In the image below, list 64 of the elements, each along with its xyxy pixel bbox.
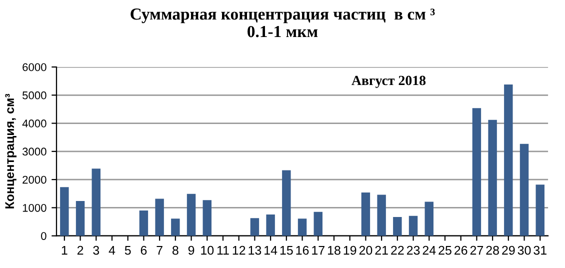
x-tick-label: 8	[172, 246, 178, 255]
bar	[92, 168, 100, 236]
annotation: Август 2018	[352, 76, 426, 88]
bar	[202, 200, 212, 236]
x-tick-label: 14	[264, 246, 278, 255]
y-tick-label: 2000	[22, 176, 46, 184]
x-tick-label: 24	[422, 246, 436, 255]
x-tick-label: 1	[62, 246, 68, 255]
x-tick-label: 26	[454, 246, 468, 255]
y-tick-label: 5000	[22, 91, 46, 100]
x-tick-label: 21	[375, 246, 388, 255]
bar	[171, 218, 180, 236]
x-tick-label: 20	[359, 246, 372, 255]
x-tick-label: 12	[232, 246, 246, 255]
x-tick-label: 23	[406, 246, 420, 255]
bar	[472, 108, 482, 236]
x-tick-label: 9	[188, 246, 194, 255]
x-tick-label: 5	[124, 246, 131, 255]
x-tick-label: 15	[280, 246, 293, 255]
bar	[186, 194, 196, 236]
x-tick-label: 6	[140, 246, 147, 255]
bar	[250, 218, 260, 236]
y-tick-label: 6000	[22, 63, 46, 72]
x-tick-label: 11	[217, 246, 229, 255]
x-tick-label: 10	[201, 246, 214, 255]
y-tick-label: 0	[41, 232, 46, 240]
bar	[488, 120, 497, 236]
bar	[314, 212, 322, 236]
x-tick-label: 22	[391, 246, 404, 255]
x-tick-label: 28	[486, 246, 499, 255]
x-tick-label: 4	[108, 246, 116, 255]
bar	[361, 192, 370, 236]
y-axis-title: Концентрация, см³	[5, 94, 17, 208]
bar	[520, 144, 529, 236]
x-tick-label: 7	[156, 246, 162, 255]
bar	[408, 216, 418, 236]
bar	[393, 216, 402, 236]
y-tick-label: 4000	[22, 120, 46, 128]
x-tick-label: 25	[438, 246, 452, 255]
x-tick-label: 29	[502, 246, 515, 255]
bar	[298, 218, 307, 236]
x-tick-label: 16	[296, 246, 309, 255]
y-tick-label: 3000	[22, 148, 46, 156]
x-tick-label: 17	[312, 246, 324, 255]
x-tick-label: 18	[328, 246, 340, 255]
bar	[536, 184, 544, 236]
x-tick-label: 19	[344, 246, 356, 255]
bar	[266, 214, 275, 236]
bar	[377, 194, 386, 236]
bar	[139, 210, 148, 236]
bar	[424, 202, 434, 236]
bar	[155, 198, 164, 236]
bar	[76, 200, 85, 236]
x-tick-label: 30	[518, 246, 531, 255]
x-tick-label: 31	[534, 246, 546, 255]
bar	[60, 187, 69, 236]
bar	[504, 84, 513, 236]
chart-title: Суммарная концентрация частиц в см ³ 0.1-1 мкм	[130, 8, 435, 38]
x-tick-label: 13	[248, 246, 262, 255]
x-tick-label: 27	[470, 246, 484, 255]
y-tick-label: 1000	[22, 204, 46, 212]
x-tick-label: 3	[93, 246, 100, 255]
bar	[282, 170, 291, 236]
x-tick-label: 2	[77, 246, 84, 255]
